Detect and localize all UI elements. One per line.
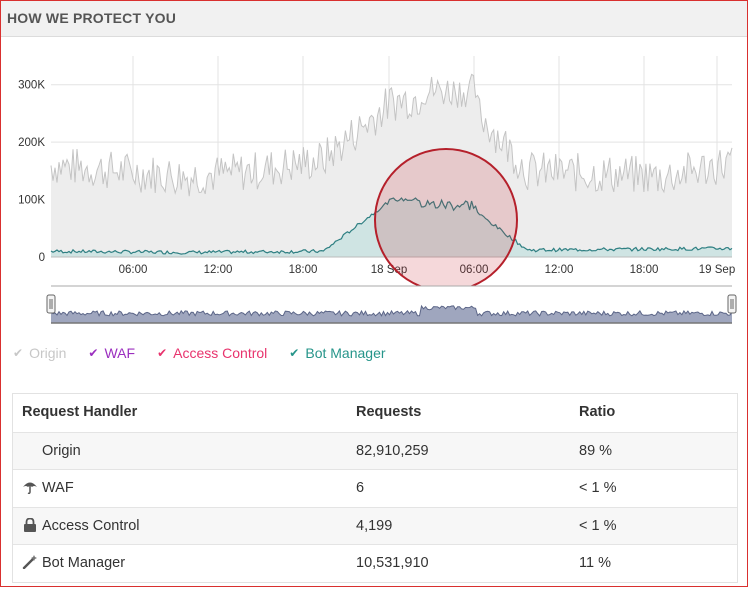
wand-icon — [22, 555, 37, 569]
table-row: WAF 6 < 1 % — [13, 469, 737, 507]
panel-title: HOW WE PROTECT YOU — [7, 10, 177, 26]
handler-cell: WAF — [22, 480, 74, 496]
y-tick-label: 0 — [39, 252, 45, 264]
navigator-handle-left[interactable] — [46, 294, 56, 314]
handler-name: Access Control — [42, 517, 140, 534]
column-header-ratio: Ratio — [579, 404, 616, 420]
table-row: Access Control 4,199 < 1 % — [13, 506, 737, 544]
navigator-handle-right[interactable] — [727, 294, 737, 314]
highlight-circle — [374, 148, 518, 292]
x-tick-label: 19 Sep — [699, 264, 735, 276]
x-tick-label: 12:00 — [545, 264, 574, 276]
table-row: Bot Manager 10,531,910 11 % — [13, 544, 737, 582]
ratio-value: 89 % — [579, 442, 613, 459]
check-icon: ✔ — [157, 346, 168, 360]
x-tick-label: 06:00 — [119, 264, 148, 276]
bot-manager-series-line — [50, 197, 733, 255]
legend-label: WAF — [104, 345, 136, 361]
ratio-value: < 1 % — [579, 517, 617, 534]
legend-label: Origin — [29, 345, 67, 361]
request-count: 6 — [356, 480, 365, 496]
x-tick-label: 12:00 — [204, 264, 233, 276]
legend-item-waf[interactable]: ✔ WAF — [88, 343, 135, 363]
ratio-value: 11 % — [579, 555, 611, 571]
handler-cell: Bot Manager — [22, 555, 125, 571]
table-row: Origin 82,910,259 89 % — [13, 431, 737, 469]
request-handler-table: Request Handler Requests Ratio Origin 82… — [12, 393, 738, 583]
request-count: 10,531,910 — [356, 555, 429, 571]
panel-header: HOW WE PROTECT YOU — [1, 1, 747, 37]
x-tick-label: 18:00 — [630, 264, 659, 276]
lock-icon — [24, 517, 36, 532]
legend-item-bot-manager[interactable]: ✔ Bot Manager — [289, 343, 385, 363]
legend-item-access-control[interactable]: ✔ Access Control — [157, 343, 267, 363]
x-tick-label: 18:00 — [289, 264, 318, 276]
legend-item-origin[interactable]: ✔ Origin — [13, 343, 66, 363]
column-header-requests: Requests — [356, 404, 422, 420]
request-count: 4,199 — [356, 517, 393, 534]
bot-manager-series-area — [51, 198, 732, 257]
y-tick-label: 300K — [18, 80, 45, 92]
table-header-row: Request Handler Requests Ratio — [13, 394, 737, 432]
handler-name: Bot Manager — [42, 555, 126, 571]
x-tick-label: 06:00 — [460, 264, 489, 276]
legend-label: Access Control — [173, 345, 268, 361]
check-icon: ✔ — [88, 346, 99, 360]
ratio-value: < 1 % — [579, 480, 617, 496]
check-icon: ✔ — [289, 346, 300, 360]
y-tick-label: 200K — [18, 137, 45, 149]
origin-series-line — [50, 73, 733, 197]
handler-name: Origin — [42, 442, 81, 459]
check-icon: ✔ — [13, 346, 24, 360]
y-tick-label: 100K — [18, 195, 45, 207]
origin-series-area — [51, 74, 732, 258]
legend-label: Bot Manager — [305, 345, 386, 361]
chart-legend: ✔ Origin ✔ WAF ✔ Access Control ✔ Bot Ma… — [13, 343, 386, 363]
handler-name: WAF — [42, 480, 74, 496]
request-count: 82,910,259 — [356, 442, 429, 459]
handler-cell: Access Control — [22, 517, 140, 534]
navigator-series-line — [50, 304, 733, 317]
column-header-handler: Request Handler — [22, 404, 138, 420]
navigator-series — [51, 305, 732, 323]
umbrella-icon — [23, 482, 37, 494]
